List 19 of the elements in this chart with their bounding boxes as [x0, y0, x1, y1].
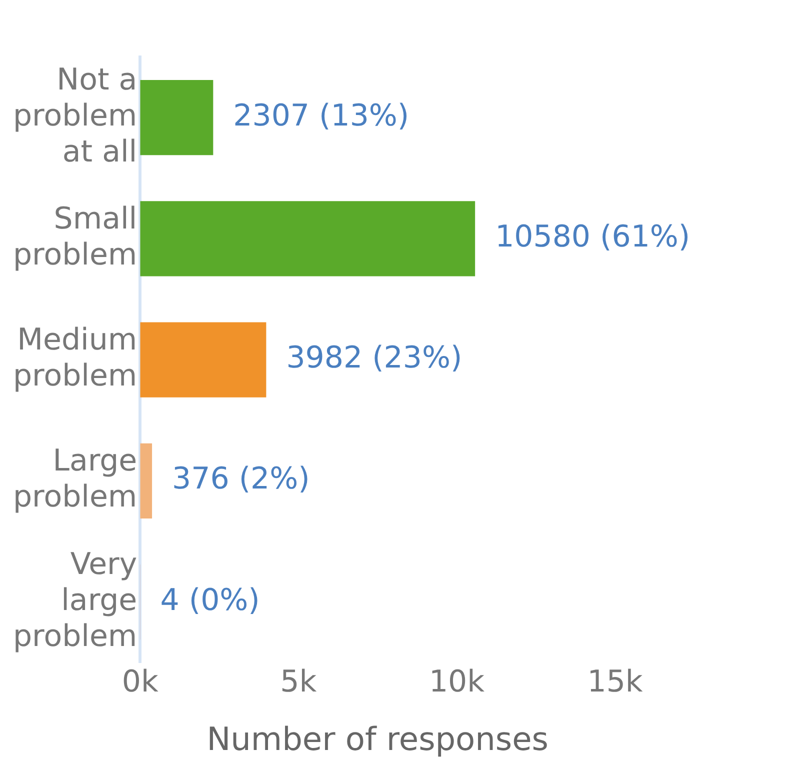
y-tick-label: Very large problem — [12, 546, 138, 654]
x-axis-title: Number of responses — [206, 720, 548, 758]
data-label: 4 (0%) — [160, 582, 260, 618]
bar — [140, 80, 214, 156]
x-tick-label: 10k — [428, 664, 486, 700]
data-label: 2307 (13%) — [233, 98, 410, 134]
y-tick-label: Not a problem at all — [12, 62, 138, 170]
data-label: 10580 (61%) — [495, 219, 690, 254]
bar — [140, 201, 476, 276]
data-label: 3982 (23%) — [286, 340, 462, 376]
y-tick-label: Small problem — [12, 201, 138, 272]
bar — [140, 443, 152, 518]
x-tick-label: 15k — [587, 664, 644, 700]
y-tick-label: Medium problem — [12, 322, 138, 394]
bar — [140, 322, 266, 398]
x-tick-label: 0k — [122, 664, 159, 700]
y-tick-label: Large problem — [12, 444, 138, 515]
data-label: 376 (2%) — [172, 462, 310, 497]
x-tick-label: 5k — [280, 664, 318, 700]
